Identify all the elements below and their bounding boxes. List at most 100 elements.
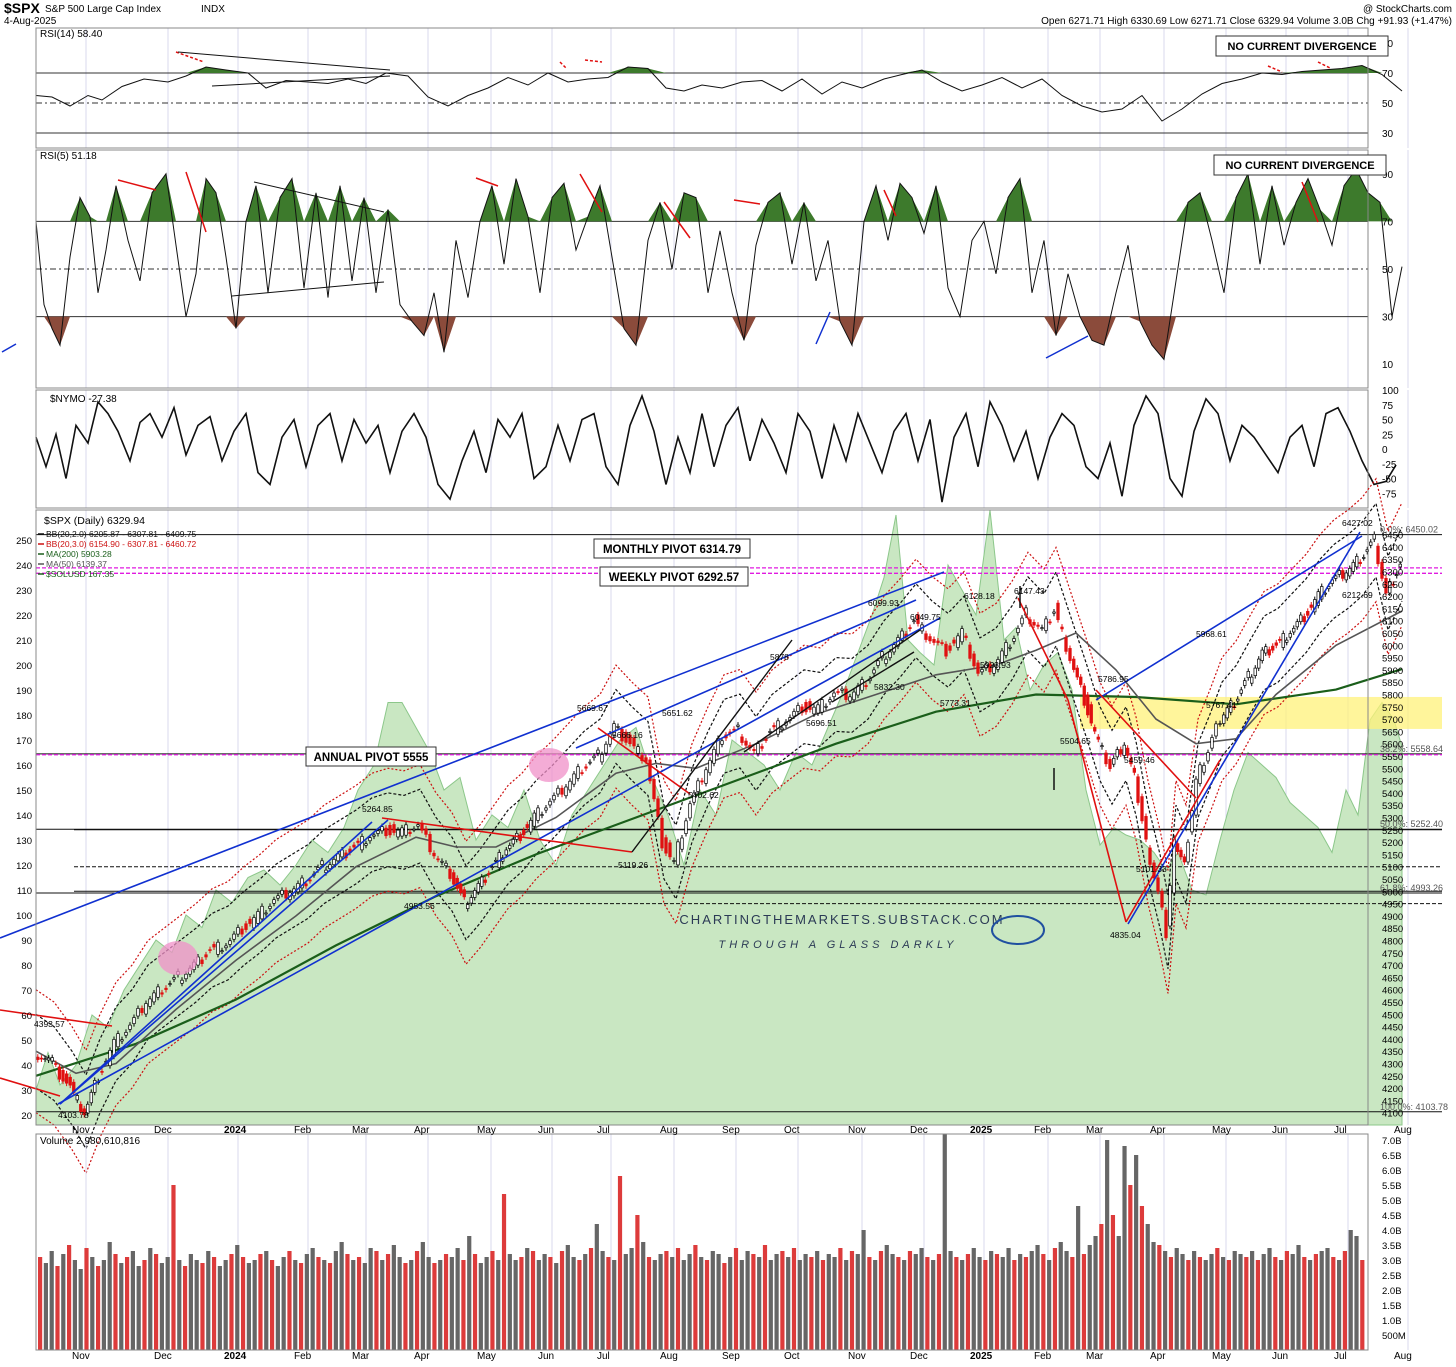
volume-bar [409, 1260, 414, 1350]
candle-body [1164, 909, 1168, 939]
solusd-ytick-label: 160 [16, 761, 32, 772]
bb2-lower-band [35, 575, 1403, 1151]
solusd-ytick-label: 30 [21, 1086, 32, 1097]
price-pivot-label: 5968.61 [1196, 629, 1227, 639]
volume-bar [1348, 1230, 1353, 1350]
candle-body [1239, 689, 1243, 694]
volume-bar [629, 1248, 634, 1350]
volume-xtick-label: Mar [1086, 1351, 1104, 1362]
volume-bar [838, 1248, 843, 1350]
nymo-ytick-label: 25 [1382, 430, 1394, 441]
candle-body [1285, 639, 1289, 643]
candle-body [704, 769, 708, 784]
volume-bar [1319, 1251, 1324, 1350]
candle-body [1132, 767, 1136, 773]
candle-body [522, 829, 526, 836]
watermark-line-2: THROUGH A GLASS DARKLY [719, 939, 958, 951]
price-pivot-label: 5669.67 [577, 703, 608, 713]
volume-bar [1087, 1245, 1092, 1350]
volume-bar [902, 1260, 907, 1350]
volume-bar [478, 1263, 483, 1350]
price-ytick-label: 5100 [1382, 863, 1403, 874]
volume-bar [264, 1251, 269, 1350]
candle-body [1202, 764, 1206, 773]
volume-bar [90, 1257, 95, 1350]
candle-body [804, 702, 808, 713]
solusd-ytick-label: 90 [21, 936, 32, 947]
candle-body [1086, 694, 1090, 716]
volume-bar [641, 1242, 646, 1350]
red-trendline [0, 1009, 113, 1027]
candle-body [960, 628, 964, 643]
volume-bar [171, 1185, 176, 1350]
volume-bar [907, 1251, 913, 1350]
volume-bar [49, 1251, 54, 1350]
price-ytick-label: 4300 [1382, 1060, 1403, 1071]
candle-body [1129, 757, 1133, 765]
volume-xtick-label: 2025 [970, 1351, 993, 1362]
volume-bar [1006, 1248, 1011, 1350]
volume-bar [670, 1257, 675, 1350]
price-ytick-label: 4700 [1382, 961, 1403, 972]
price-pivot-label: 5878 [770, 652, 789, 662]
candle-body [220, 950, 224, 953]
candle-body [956, 635, 960, 648]
price-ytick-label: 4650 [1382, 973, 1403, 984]
red-trendline [1095, 689, 1197, 799]
volume-bar [1128, 1185, 1133, 1350]
candle-body [888, 651, 892, 659]
price-pivot-label: 5264.85 [362, 804, 393, 814]
volume-bar [681, 1260, 686, 1350]
price-xtick-label: Jul [597, 1125, 610, 1136]
volume-bar [246, 1263, 251, 1350]
volume-bar [345, 1254, 350, 1350]
rsi5-ytick-label: 30 [1382, 313, 1394, 324]
price-xtick-label: Nov [848, 1125, 866, 1136]
volume-xtick-label: Mar [352, 1351, 370, 1362]
solusd-ytick-label: 50 [21, 1036, 32, 1047]
solusd-ytick-label: 230 [16, 586, 32, 597]
candle-body [1257, 658, 1261, 669]
rsi5-divergence-box [1213, 154, 1387, 176]
black-trendline [831, 651, 915, 703]
candle-body [525, 824, 529, 828]
candle-body [1008, 646, 1012, 649]
candle-body [1214, 723, 1218, 737]
candle-body [580, 772, 584, 774]
candle-body [272, 899, 276, 904]
rsi14-label: RSI(14) 58.40 [40, 29, 103, 40]
volume-xtick-label: Jul [597, 1351, 610, 1362]
volume-bar [786, 1257, 791, 1350]
black-trendline [631, 639, 793, 853]
candle-body [61, 1070, 65, 1082]
volume-bar [873, 1260, 878, 1350]
volume-bar [66, 1245, 72, 1350]
candle-body [1225, 707, 1229, 719]
volume-bar [733, 1248, 739, 1350]
volume-bar [1035, 1245, 1040, 1350]
candle-body [1012, 638, 1016, 642]
bb2-upper-band [35, 501, 1403, 1077]
candle-body [1253, 667, 1257, 676]
volume-bar [339, 1242, 344, 1350]
header-quote: Open 6271.71 High 6330.69 Low 6271.71 Cl… [1041, 16, 1452, 27]
candle-body [744, 740, 748, 746]
candle-body [540, 814, 544, 816]
candle-body [1004, 642, 1008, 656]
candle-body [160, 992, 164, 995]
volume-bar [849, 1251, 855, 1350]
candle-body [532, 812, 536, 827]
candle-body [1108, 758, 1112, 769]
volume-xtick-label: May [1212, 1351, 1231, 1362]
rsi5-blue-arrow [815, 311, 831, 345]
candle-body [948, 645, 952, 651]
volume-bar [449, 1257, 454, 1350]
candle-body [428, 834, 432, 853]
candle-body [336, 853, 340, 862]
fib-level-label: 0.0%: 6450.02 [1380, 525, 1438, 535]
candle-body [1068, 648, 1072, 661]
candle-body [1348, 568, 1352, 577]
volume-bar [61, 1254, 66, 1350]
volume-bar [583, 1254, 588, 1350]
candle-body [1190, 810, 1194, 833]
